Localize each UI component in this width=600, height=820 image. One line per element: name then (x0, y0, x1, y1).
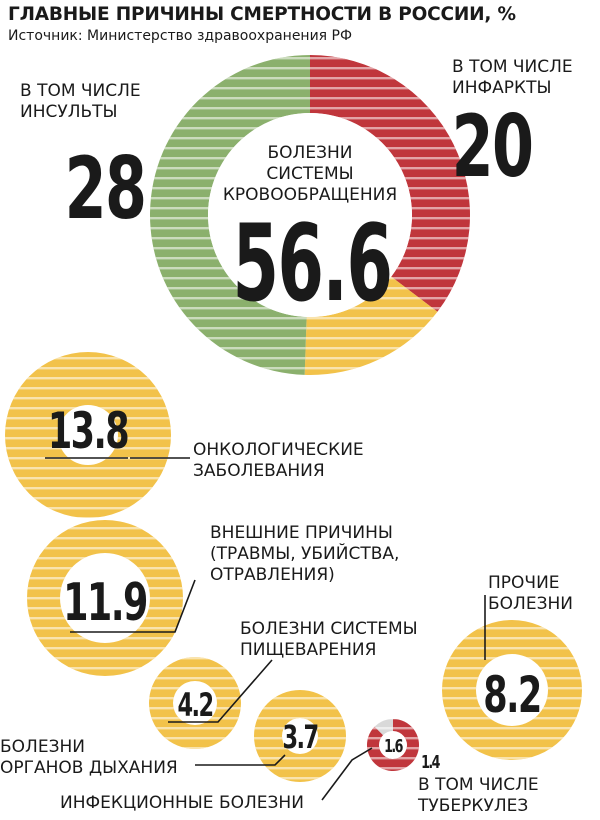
infarcts-label-line: ИНФАРКТЫ (452, 78, 551, 98)
circulatory-label: БОЛЕЗНИ СИСТЕМЫ КРОВООБРАЩЕНИЯ (223, 143, 397, 205)
external-label: ВНЕШНИЕ ПРИЧИНЫ (ТРАВМЫ, УБИЙСТВА, ОТРАВЛЕ… (210, 523, 399, 585)
respiratory-ring-stripes (254, 690, 346, 782)
main-donut-hole (208, 113, 412, 317)
strokes-label-line: В ТОМ ЧИСЛЕ (20, 81, 141, 101)
external-label-line: ОТРАВЛЕНИЯ) (210, 565, 335, 585)
digestive-label-line: ПИЩЕВАРЕНИЯ (240, 640, 376, 660)
circulatory-label-line: БОЛЕЗНИ (268, 143, 353, 163)
infarcts-label-line: В ТОМ ЧИСЛЕ (452, 57, 573, 77)
respiratory-label-line: БОЛЕЗНИ (0, 737, 85, 757)
infectious-rest-segment-stripes (374, 719, 393, 736)
strokes-segment-stripes (149, 55, 310, 375)
digestive-value: 4.2 (177, 686, 212, 724)
oncology-value: 13.8 (48, 401, 128, 460)
other-label-line: ПРОЧИЕ (488, 573, 560, 593)
external-label-line: ВНЕШНИЕ ПРИЧИНЫ (210, 523, 393, 543)
infectious-label-line: ИНФЕКЦИОННЫЕ БОЛЕЗНИ (60, 793, 304, 813)
respiratory-label-line: ОРГАНОВ ДЫХАНИЯ (0, 758, 178, 778)
infarcts-value: 20 (452, 97, 533, 197)
digestive-label-line: БОЛЕЗНИ СИСТЕМЫ (240, 619, 418, 639)
digestive-label: БОЛЕЗНИ СИСТЕМЫ ПИЩЕВАРЕНИЯ (240, 619, 418, 660)
strokes-value: 28 (65, 139, 146, 239)
respiratory-label: БОЛЕЗНИ ОРГАНОВ ДЫХАНИЯ (0, 737, 178, 778)
circulatory-label-line: КРОВООБРАЩЕНИЯ (223, 185, 397, 205)
infectious-leader (321, 747, 373, 801)
tb-label-line: В ТОМ ЧИСЛЕ (418, 775, 539, 795)
chart-title: ГЛАВНЫЕ ПРИЧИНЫ СМЕРТНОСТИ В РОССИИ, % (8, 4, 516, 25)
oncology-label-line: ОНКОЛОГИЧЕСКИЕ (193, 440, 364, 460)
oncology-label: ОНКОЛОГИЧЕСКИЕ ЗАБОЛЕВАНИЯ (193, 440, 364, 481)
circulatory-value: 56.6 (232, 202, 391, 326)
oncology-ring-stripes (5, 352, 171, 518)
digestive-ring-stripes (149, 657, 241, 749)
external-leader (70, 579, 196, 633)
tb-label: В ТОМ ЧИСЛЕ ТУБЕРКУЛЕЗ (417, 775, 539, 816)
other-label: ПРОЧИЕ БОЛЕЗНИ (488, 573, 573, 614)
circulatory-label-line: СИСТЕМЫ (266, 164, 353, 184)
tb-label-line: ТУБЕРКУЛЕЗ (417, 796, 528, 816)
strokes-label-line: ИНСУЛЬТЫ (20, 102, 118, 122)
other-value: 8.2 (483, 665, 540, 724)
infectious-value: 1.6 (384, 735, 403, 756)
strokes-label: В ТОМ ЧИСЛЕ ИНСУЛЬТЫ (20, 81, 141, 122)
oncology-label-line: ЗАБОЛЕВАНИЯ (193, 461, 325, 481)
external-ring-stripes (27, 520, 183, 676)
external-label-line: (ТРАВМЫ, УБИЙСТВА, (210, 542, 399, 564)
chart-source: Источник: Министерство здравоохранения Р… (8, 28, 353, 44)
respiratory-value: 3.7 (282, 718, 317, 756)
respiratory-leader (195, 754, 286, 766)
infarcts-label: В ТОМ ЧИСЛЕ ИНФАРКТЫ (452, 57, 573, 98)
digestive-leader (168, 659, 273, 723)
infarcts-segment-stripes (310, 55, 471, 312)
other-label-line: БОЛЕЗНИ (488, 594, 573, 614)
infectious-label: ИНФЕКЦИОННЫЕ БОЛЕЗНИ (60, 793, 304, 813)
other-ring-stripes (442, 620, 582, 760)
tb-value: 1.4 (421, 751, 440, 772)
other-circulatory-segment-stripes (304, 276, 438, 375)
external-value: 11.9 (63, 572, 147, 632)
tb-segment-stripes (367, 719, 420, 771)
